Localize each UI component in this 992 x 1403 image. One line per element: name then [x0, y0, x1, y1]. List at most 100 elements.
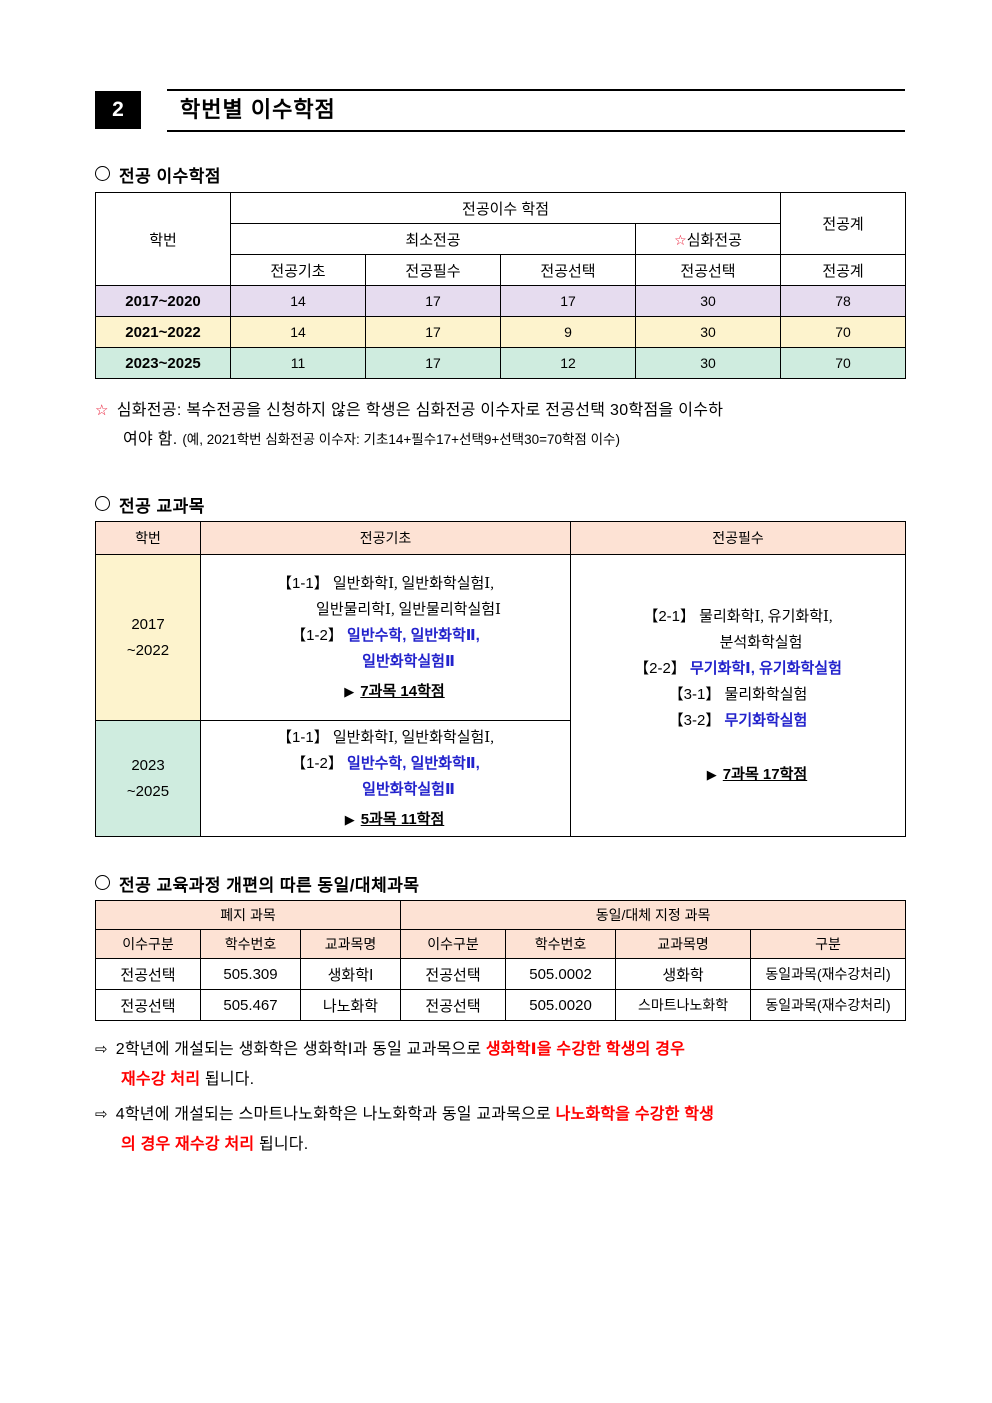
star-icon: ☆: [95, 402, 109, 419]
row-year: 2023~2025: [95, 347, 231, 379]
row-year-line1: 2017: [131, 615, 165, 633]
note-biochemistry: ⇨ 2학년에 개설되는 생화학은 생화학Ⅰ과 동일 교과목으로 생화학Ⅰ을 수강한…: [95, 1035, 925, 1095]
row-basic: 14: [230, 285, 366, 317]
major-courses-table: 학번 전공기초 전공필수 2017 ~2022 【1-1】 일반화학Ⅰ, 일반화…: [95, 521, 906, 837]
cell-kind: 동일과목(재수강처리): [750, 958, 907, 990]
row-basic: 11: [230, 347, 366, 379]
header-old-name: 교과목명: [299, 929, 402, 959]
row-year-2017-2022: 2017 ~2022: [95, 554, 201, 721]
row-year-line2: ~2025: [126, 782, 170, 800]
basic-summary-text: 7과목 14학점: [360, 682, 445, 700]
required-3-1-line1: 물리화학실험: [724, 686, 808, 703]
table-group-header-row: 폐지 과목 동일/대체 지정 과목: [94, 900, 907, 930]
row-basic: 14: [230, 316, 366, 348]
basic-1-2-line1: 일반수학, 일반화학Ⅱ,: [347, 754, 480, 772]
cell-new-code: 505.0002: [505, 958, 617, 990]
heading-major-credits-label: 전공 이수학점: [119, 167, 222, 186]
row-year: 2017~2020: [95, 285, 231, 317]
circle-bullet-icon: [95, 875, 110, 890]
row-required: 17: [365, 316, 501, 348]
row-elective: 12: [500, 347, 636, 379]
header-kind: 구분: [750, 929, 907, 959]
tag-3-2: 【3-2】: [668, 711, 721, 729]
header-major-total-sub: 전공계: [780, 254, 907, 286]
tag-1-2: 【1-2】: [291, 626, 343, 644]
banner-rule-top: [167, 89, 905, 91]
cell-old-code: 505.309: [200, 958, 301, 990]
required-2-1-line1: 물리화학Ⅰ, 유기화학Ⅰ,: [699, 608, 833, 625]
tag-1-1: 【1-1】: [277, 574, 329, 592]
header-intensive-elective: 전공선택: [634, 254, 782, 286]
table-row: 2017 ~2022 【1-1】 일반화학Ⅰ, 일반화학실험Ⅰ, 일반물리학Ⅰ,…: [95, 554, 906, 837]
table-header-row: 학번 전공이수 학점 전공계: [95, 192, 907, 286]
intensive-major-note: ☆ 심화전공: 복수전공을 신청하지 않은 학생은 심화전공 이수자로 전공선택 …: [95, 396, 915, 454]
required-3-2-line1: 무기화학실험: [724, 711, 808, 729]
cell-old-code: 505.467: [200, 989, 301, 1021]
table-row: 전공선택 505.467 나노화학 전공선택 505.0020 스마트나노화학 …: [95, 989, 907, 1021]
substitution-table: 폐지 과목 동일/대체 지정 과목 이수구분 학수번호 교과목명 이수구분 학수…: [94, 900, 907, 1021]
tag-3-1: 【3-1】: [668, 685, 721, 703]
cell-new-code: 505.0020: [505, 989, 617, 1021]
header-major-credits-group: 전공이수 학점: [229, 192, 782, 224]
heading-major-courses: 전공 교과목: [95, 492, 205, 517]
circle-bullet-icon: [95, 166, 110, 181]
basic-1-1-line2: 일반물리학Ⅰ, 일반물리학실험Ⅰ: [316, 601, 501, 618]
note-nano-line2: 의 경우 재수강 처리 됩니다.: [95, 1130, 925, 1160]
note-bio-line2-text: 됩니다.: [204, 1071, 255, 1088]
header-major-basic: 전공기초: [230, 254, 366, 286]
cell-old-type: 전공선택: [95, 958, 201, 990]
tag-2-2: 【2-2】: [634, 659, 686, 677]
section-banner: 2 학번별 이수학점: [95, 88, 905, 134]
table-row: 전공선택 505.309 생화학Ⅰ 전공선택 505.0002 생화학 동일과목…: [95, 958, 907, 990]
row-year-2023-2025: 2023 ~2025: [95, 720, 201, 837]
basic-1-2-line2: 일반화학실험Ⅱ: [362, 780, 455, 798]
row-total: 70: [780, 316, 907, 348]
header-major-total: 전공계: [780, 192, 907, 255]
major-credits-table: 학번 전공이수 학점 전공계 최소전공 ☆심화전공 전공기초 전공필수 전공선택…: [95, 192, 907, 379]
header-major-required: 전공필수: [570, 521, 906, 555]
cell-new-name: 스마트나노화학: [615, 989, 752, 1021]
table-row: 2017~2020 14 17 17 30 78: [95, 285, 907, 317]
circle-bullet-icon: [95, 496, 110, 511]
row-year-line1: 2023: [131, 756, 165, 774]
cell-old-name: 나노화학: [299, 989, 402, 1021]
header-old-type: 이수구분: [95, 929, 201, 959]
table-row: 2023~2025 11 17 12 30 70: [95, 347, 907, 379]
header-new-name: 교과목명: [615, 929, 752, 959]
header-minimum-major: 최소전공: [230, 223, 636, 255]
tag-2-1: 【2-1】: [643, 607, 695, 625]
header-major-elective: 전공선택: [500, 254, 636, 286]
arrow-right-icon: ⇨: [95, 1041, 108, 1058]
cell-old-name: 생화학Ⅰ: [299, 958, 402, 990]
triangle-bullet-icon: ▶: [344, 683, 355, 699]
note-nano-line2-text: 됩니다.: [258, 1136, 309, 1153]
note-nano-line2-highlight: 의 경우 재수강 처리: [121, 1136, 255, 1153]
heading-major-credits: 전공 이수학점: [95, 162, 221, 187]
basic-summary-2023-2025: ▶ 5과목 11학점: [201, 807, 570, 833]
basic-1-2-line1: 일반수학, 일반화학Ⅱ,: [347, 626, 480, 644]
banner-rule-bottom: [167, 130, 905, 132]
page-title: 학번별 이수학점: [180, 97, 336, 122]
required-summary-text: 7과목 17학점: [722, 765, 808, 783]
row-elective: 9: [500, 316, 636, 348]
required-2-2-line1: 무기화학Ⅰ, 유기화학실험: [689, 659, 842, 677]
table-header-row: 이수구분 학수번호 교과목명 이수구분 학수번호 교과목명 구분: [95, 929, 907, 959]
header-major-basic: 전공기초: [200, 521, 571, 555]
table-header-row: 최소전공 ☆심화전공: [96, 223, 906, 255]
note-bio-line2-highlight: 재수강 처리: [121, 1071, 201, 1088]
cell-new-name: 생화학: [615, 958, 752, 990]
note-bio-line1-highlight: 생화학Ⅰ을 수강한 학생의 경우: [485, 1041, 686, 1058]
table-header-row: 전공기초 전공필수 전공선택 전공선택 전공계: [96, 254, 907, 286]
basic-1-1-line1: 일반화학Ⅰ, 일반화학실험Ⅰ,: [332, 729, 494, 746]
row-intensive: 30: [634, 285, 782, 317]
note-nanochemistry: ⇨ 4학년에 개설되는 스마트나노화학은 나노화학과 동일 교과목으로 나노화학을…: [95, 1100, 925, 1160]
row-total: 78: [780, 285, 907, 317]
section-number: 2: [95, 91, 141, 129]
triangle-bullet-icon: ▶: [344, 811, 355, 827]
basic-1-1-line1: 일반화학Ⅰ, 일반화학실험Ⅰ,: [332, 575, 494, 592]
table-header-row: 학번 전공기초 전공필수: [95, 521, 906, 555]
header-major-required: 전공필수: [365, 254, 501, 286]
note-line-2: 여야 함. (예, 2021학번 심화전공 이수자: 기초14+필수17+선택9…: [95, 425, 915, 454]
row-intensive: 30: [634, 347, 782, 379]
